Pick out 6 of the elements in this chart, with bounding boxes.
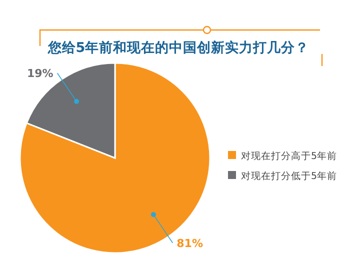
pie-slice: [19, 62, 211, 254]
chart-title: 您给5年前和现在的中国创新实力打几分？: [46, 39, 310, 56]
legend-label: 对现在打分低于5年前: [241, 170, 338, 182]
data-label: 19%: [26, 67, 54, 80]
data-label: 81%: [176, 236, 204, 250]
legend-label: 对现在打分高于5年前: [241, 150, 338, 162]
